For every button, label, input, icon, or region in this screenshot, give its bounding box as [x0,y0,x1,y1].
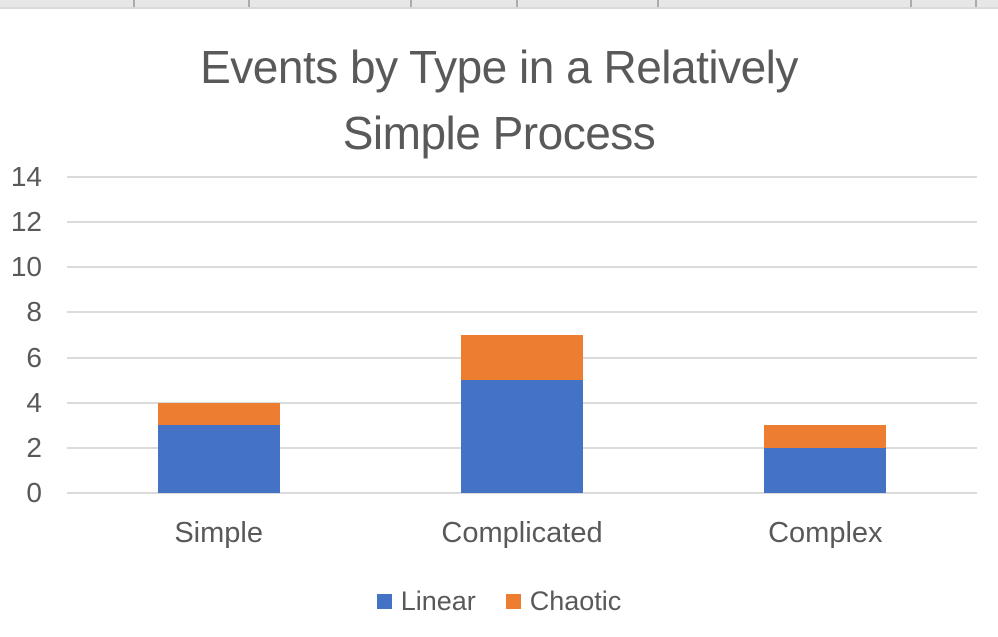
bar-complicated-linear[interactable] [461,380,583,493]
legend-swatch-linear [376,594,392,609]
y-axis-tick-label: 0 [26,477,42,508]
gridline [67,176,977,178]
column-divider [248,0,250,7]
legend-item-chaotic[interactable]: Chaotic [505,586,622,617]
bar-complex-chaotic[interactable] [764,425,887,448]
x-axis-category-label: Complicated [441,517,603,549]
column-divider [410,0,412,7]
legend: Linear Chaotic [0,586,998,617]
chart-title: Events by Type in a Relatively Simple Pr… [0,34,998,166]
bar-simple-chaotic[interactable] [157,402,280,426]
chart-title-line-1: Events by Type in a Relatively [200,41,798,93]
x-axis-category-label: Simple [174,517,263,549]
legend-item-linear[interactable]: Linear [376,586,476,617]
legend-label: Chaotic [529,586,622,616]
spreadsheet-row-strip[interactable] [0,0,998,9]
x-axis-category-label: Complex [768,517,883,549]
gridline [67,221,977,224]
y-axis-tick-label: 12 [10,206,42,238]
column-divider [516,0,518,7]
legend-label: Linear [400,586,476,616]
gridline [67,311,977,314]
legend-swatch-chaotic [505,594,521,609]
y-axis-tick-label: 2 [26,431,42,463]
column-divider [910,0,912,7]
y-axis-tick-label: 10 [10,251,42,283]
column-divider [657,0,659,7]
bar-complicated-chaotic[interactable] [461,335,583,381]
column-divider [975,0,977,7]
bar-simple-linear[interactable] [157,425,280,493]
column-divider [133,0,135,7]
y-axis-tick-label: 8 [26,296,42,328]
y-axis-tick-label: 4 [26,386,42,418]
gridline [67,492,977,494]
chart-title-line-2: Simple Process [342,107,656,159]
y-axis-tick-label: 14 [10,161,42,192]
gridline [67,266,977,269]
y-axis-tick-label: 6 [26,341,42,373]
bar-complex-linear[interactable] [764,447,887,493]
